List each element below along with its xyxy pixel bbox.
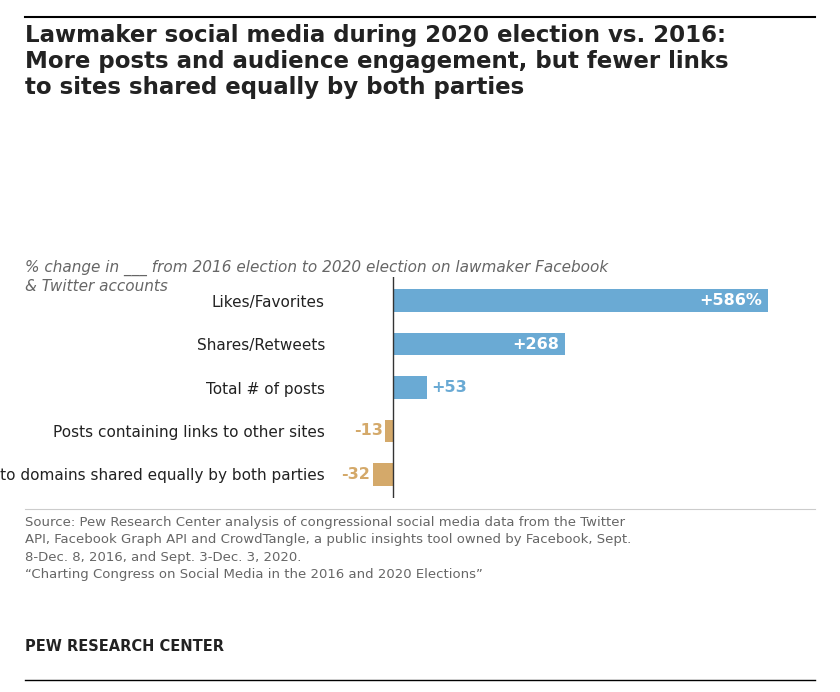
- Text: PEW RESEARCH CENTER: PEW RESEARCH CENTER: [25, 639, 224, 654]
- Text: +586%: +586%: [700, 293, 763, 308]
- Bar: [393, 289, 768, 312]
- Bar: [373, 463, 393, 486]
- Text: % change in ___ from 2016 election to 2020 election on lawmaker Facebook
& Twitt: % change in ___ from 2016 election to 20…: [25, 260, 608, 294]
- Text: Source: Pew Research Center analysis of congressional social media data from the: Source: Pew Research Center analysis of …: [25, 516, 632, 581]
- Text: +53: +53: [431, 380, 467, 395]
- Text: +268: +268: [512, 336, 559, 352]
- Bar: [393, 333, 564, 356]
- Bar: [386, 419, 393, 442]
- Text: -13: -13: [354, 424, 382, 439]
- Text: Lawmaker social media during 2020 election vs. 2016:
More posts and audience eng: Lawmaker social media during 2020 electi…: [25, 24, 729, 99]
- Bar: [393, 376, 428, 399]
- Text: -32: -32: [342, 467, 370, 482]
